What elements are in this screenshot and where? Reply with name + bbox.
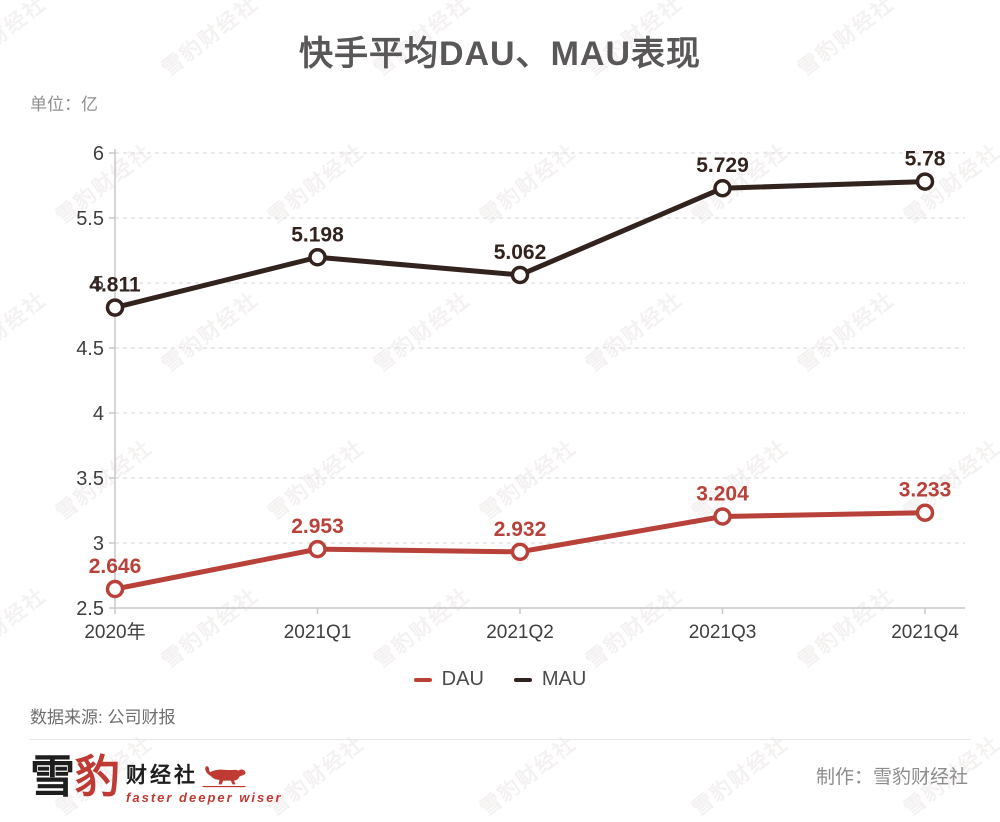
publisher-logo: 雪 豹 财经社 faster deeper wiser: [30, 752, 283, 807]
mau-point[interactable]: [308, 248, 327, 267]
credit-label: 制作：雪豹财经社: [815, 767, 968, 788]
dau-point[interactable]: [308, 539, 327, 559]
y-tick-label: 3.5: [76, 468, 104, 490]
mau-point[interactable]: [105, 298, 125, 317]
legend: DAU MAU: [0, 668, 1000, 691]
unit-label: 单位：亿: [30, 95, 98, 114]
legend-item-dau[interactable]: DAU: [413, 668, 484, 691]
y-tick-label: 6: [93, 143, 104, 165]
x-tick-label: 2021Q4: [891, 622, 959, 643]
mau-data-label: 5.062: [494, 241, 547, 264]
footer-divider: [30, 739, 970, 740]
y-tick-label: 4: [93, 403, 104, 425]
mau-data-label: 5.729: [696, 154, 749, 177]
legend-label-dau: DAU: [441, 668, 484, 690]
dau-swatch: [413, 677, 432, 682]
mau-data-label: 5.78: [905, 148, 946, 171]
dau-data-label: 3.204: [696, 482, 749, 505]
dau-point[interactable]: [105, 579, 125, 599]
mau-data-label: 4.811: [89, 274, 141, 297]
x-tick-label: 2021Q3: [689, 622, 757, 643]
logo-char-leopard: 豹: [75, 751, 121, 802]
y-tick-label: 5.5: [76, 208, 104, 230]
mau-point[interactable]: [915, 172, 935, 191]
dau-data-label: 2.932: [494, 518, 547, 541]
x-tick-label: 2020年: [84, 621, 145, 643]
dau-data-label: 2.646: [89, 555, 142, 578]
mau-point[interactable]: [713, 178, 732, 198]
logo-tagline: faster deeper wiser: [126, 790, 283, 805]
legend-label-mau: MAU: [541, 668, 587, 690]
x-tick-label: 2021Q2: [486, 622, 554, 643]
dau-point[interactable]: [713, 507, 732, 526]
dau-data-label: 3.233: [899, 479, 952, 502]
y-tick-label: 3: [93, 533, 104, 555]
data-source-label: 数据来源: 公司财报: [30, 708, 176, 727]
legend-item-mau[interactable]: MAU: [513, 668, 587, 691]
y-tick-label: 2.5: [76, 598, 104, 620]
dau-data-label: 2.953: [291, 515, 344, 538]
logo-char-snow: 雪: [30, 751, 76, 802]
leopard-icon: [202, 766, 246, 788]
mau-swatch: [513, 677, 532, 682]
dau-point[interactable]: [915, 503, 935, 522]
mau-point[interactable]: [510, 265, 530, 285]
logo-suffix-text: 财经社: [126, 764, 199, 787]
y-tick-label: 4.5: [76, 338, 104, 360]
dau-point[interactable]: [510, 542, 530, 562]
mau-data-label: 5.198: [291, 223, 344, 246]
chart-title: 快手平均DAU、MAU表现: [298, 35, 702, 73]
x-tick-label: 2021Q1: [284, 622, 352, 643]
y-tick-label: 5: [93, 273, 104, 295]
